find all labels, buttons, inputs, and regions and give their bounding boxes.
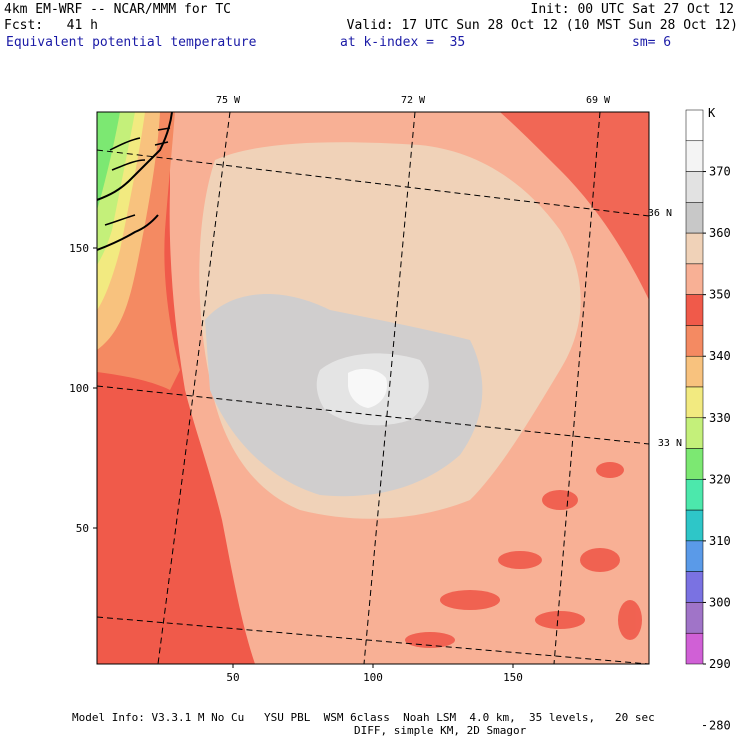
model-title: 4km EM-WRF -- NCAR/MMM for TC — [4, 2, 231, 17]
colorbar-swatch — [685, 386, 704, 419]
colorbar-swatch — [685, 171, 704, 203]
smoothing-value: sm= 6 — [632, 35, 672, 50]
x-tick-label: 150 — [503, 671, 523, 684]
colorbar-label: 310 — [709, 534, 731, 548]
field-name: Equivalent potential temperature — [6, 35, 257, 50]
model-diffusion: DIFF, simple KM, 2D Smagor — [354, 724, 527, 737]
colorbar-swatch — [685, 263, 704, 295]
colorbar-swatch — [685, 448, 704, 480]
x-axis: 50 100 150 — [226, 664, 523, 684]
colorbar-label: 360 — [709, 226, 731, 240]
colorbar-unit: K — [708, 106, 716, 120]
colorbar-swatch — [685, 632, 704, 665]
colorbar-swatch — [685, 232, 704, 265]
graticule — [97, 112, 649, 664]
x-tick-label: 100 — [363, 671, 383, 684]
colorbar-label: 280 — [709, 719, 731, 733]
colorbar-label: 290 — [709, 657, 731, 671]
model-info: Model Info: V3.3.1 M No Cu YSU PBL WSM 6… — [72, 711, 655, 724]
colorbar-swatch — [685, 109, 704, 142]
colorbar: 370 360 350 340 330 320 310 300 290 280 — [685, 109, 731, 733]
colorbar-swatch — [685, 509, 704, 542]
colorbar-swatch — [685, 602, 704, 634]
colorbar-label: 320 — [709, 472, 731, 486]
colorbar-swatch — [685, 325, 704, 357]
init-time: Init: 00 UTC Sat 27 Oct 12 — [530, 2, 735, 17]
colorbar-label: 340 — [709, 349, 731, 363]
colorbar-swatch — [685, 417, 704, 449]
colorbar-label: 350 — [709, 288, 731, 302]
colorbar-label: 370 — [709, 165, 731, 179]
lon-label: 72 W — [401, 95, 426, 106]
colorbar-swatch — [685, 571, 704, 603]
level-index: at k-index = 35 — [340, 35, 466, 50]
x-tick-label: 50 — [226, 671, 239, 684]
colorbar-label: 330 — [709, 411, 731, 425]
colorbar-swatch — [685, 294, 704, 326]
colorbar-swatch — [685, 355, 704, 388]
colorbar-label: 300 — [709, 595, 731, 609]
coastline — [97, 112, 173, 201]
y-tick-label: 150 — [69, 242, 89, 255]
forecast-hour: Fcst: 41 h — [4, 18, 98, 33]
lat-label: 36 N — [648, 208, 672, 219]
colorbar-swatch — [685, 202, 704, 234]
lon-label: 75 W — [216, 95, 241, 106]
lon-label: 69 W — [586, 95, 611, 106]
lat-label: 33 N — [658, 438, 682, 449]
colorbar-swatch — [685, 479, 704, 511]
colorbar-swatch — [685, 140, 704, 172]
colorbar-swatch — [685, 540, 704, 572]
y-tick-label: 50 — [76, 522, 89, 535]
y-axis: 50 100 150 — [69, 242, 97, 535]
valid-time: Valid: 17 UTC Sun 28 Oct 12 (10 MST Sun … — [346, 18, 738, 33]
theta-e-field — [97, 112, 649, 664]
y-tick-label: 100 — [69, 382, 89, 395]
